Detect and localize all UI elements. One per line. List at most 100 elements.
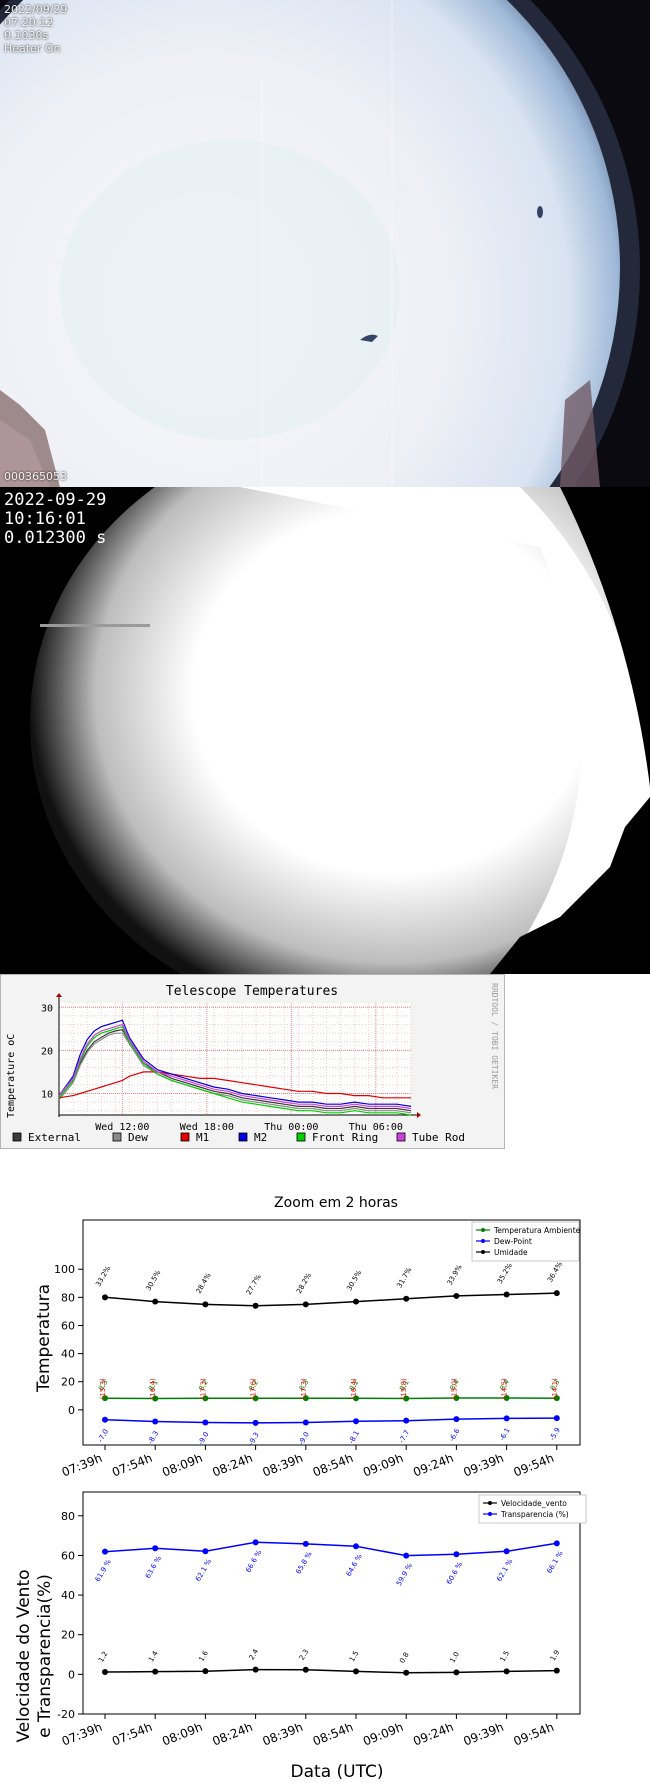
zoom-bottom-xtick-label: 07:54h: [110, 1720, 154, 1749]
zoom-bottom-data-label-velocidade-vento: 1.2: [97, 1650, 109, 1664]
zoom-bottom-data-label-velocidade-vento: 1.5: [348, 1650, 360, 1664]
temps-ytick-label: 10: [41, 1089, 53, 1100]
zoom-bottom-xtick-label: 09:24h: [411, 1720, 455, 1749]
zoom-top-xtick-label: 09:39h: [461, 1451, 505, 1480]
temps-xtick-label: Thu 00:00: [264, 1122, 318, 1133]
zoom-bottom-point-transparencia: [453, 1551, 460, 1558]
zoom-bottom-data-label-velocidade-vento: 1.9: [549, 1649, 561, 1663]
cam2-time: 10:16:01: [4, 509, 86, 529]
zoom-bottom-data-label-velocidade-vento: 2.3: [298, 1648, 310, 1662]
temps-legend-swatch-tube-rod: [396, 1132, 406, 1142]
zoom-top-data-label-dew-point: -9.3: [247, 1431, 261, 1447]
temps-legend-label-m2: M2: [254, 1131, 267, 1144]
cam1-time: 07:20:12: [4, 16, 54, 29]
cam1-frame-id: 000365053: [4, 470, 67, 483]
temps-legend-swatch-m1: [180, 1132, 190, 1142]
zoom-bottom-ylabel-line2: e Transparencia(%): [35, 1574, 55, 1738]
cam2-exposure: 0.012300 s: [4, 528, 107, 548]
zoom-bottom-line-transparencia: [104, 1541, 557, 1557]
zoom-top-paren-label: (14.5): [501, 1378, 509, 1399]
zoom-top-point-umidade: [503, 1291, 510, 1298]
zoom-top-ytick-label: 20: [61, 1376, 75, 1389]
zoom-bottom-legend-label-velocidade-vento: Velocidade_vento: [501, 1499, 567, 1508]
zoom-bottom-ytick-label: 60: [61, 1549, 75, 1562]
zoom-bottom-data-label-transparencia: 65.8 %: [294, 1550, 313, 1575]
zoom-top-xtick-label: 08:39h: [261, 1451, 305, 1480]
zoom-bottom-point-velocidade-vento: [252, 1666, 259, 1673]
telescope-temperatures-svg: Telescope Temperatures Temperature oC RR…: [6, 983, 499, 1144]
zoom-bottom-data-label-velocidade-vento: 2.4: [248, 1647, 261, 1661]
zoom-top-point-dew-point: [202, 1419, 209, 1426]
zoom-top-data-label-dew-point: -5.9: [548, 1426, 562, 1442]
allsky-image-2-graphic: [0, 487, 650, 974]
zoom-bottom-data-label-transparencia: 59.9 %: [395, 1562, 414, 1587]
temps-xtick-label: Thu 06:00: [349, 1122, 403, 1133]
zoom-top-point-temperatura-ambiente: [353, 1395, 359, 1402]
temps-legend-label-m1: M1: [196, 1131, 209, 1144]
temps-title: Telescope Temperatures: [166, 984, 338, 999]
zoom-bottom-data-label-velocidade-vento: 1.4: [147, 1649, 160, 1663]
zoom-bottom-point-transparencia: [503, 1548, 510, 1555]
zoom-top-point-umidade: [302, 1301, 309, 1308]
zoom-2-hours-figure: Zoom em 2 horas Temperatura Velocidade d…: [0, 1158, 650, 1783]
temps-ytick-label: 20: [41, 1046, 53, 1057]
zoom-top-point-dew-point: [302, 1419, 309, 1426]
zoom-bottom-data-label-transparencia: 64.6 %: [345, 1552, 364, 1577]
temps-legend-label-dew: Dew: [128, 1131, 148, 1144]
zoom-top-data-label-umidade: 31.7%: [395, 1266, 413, 1290]
zoom-top-point-umidade: [202, 1301, 209, 1308]
zoom-top-line-dew-point: [104, 1417, 557, 1424]
zoom-top-paren-label: (15.0): [450, 1378, 458, 1399]
zoom-top-legend-marker-temperatura-ambiente: [481, 1228, 485, 1232]
temps-legend-label-external: External: [28, 1131, 81, 1144]
zoom-top-point-temperatura-ambiente: [503, 1395, 510, 1402]
zoom-bottom-point-velocidade-vento: [503, 1668, 510, 1675]
zoom-bottom-line-velocidade-vento: [104, 1668, 557, 1674]
zoom-bottom-xtick-label: 08:09h: [160, 1720, 204, 1749]
zoom-top-point-temperatura-ambiente: [453, 1395, 460, 1402]
zoom-top-paren-label: (16.4): [350, 1378, 358, 1399]
zoom-top-legend-marker-dew-point: [481, 1239, 485, 1243]
zoom-top-data-label-dew-point: -9.0: [297, 1431, 311, 1447]
zoom-bottom-xtick-label: 09:39h: [461, 1720, 505, 1749]
temps-series-line-tube-rod: [58, 1023, 412, 1110]
zoom-top-paren-label: (15.3): [99, 1378, 107, 1399]
zoom-bottom-point-velocidade-vento: [302, 1666, 309, 1673]
zoom-top-xtick-label: 07:54h: [110, 1451, 154, 1480]
zoom-bottom-point-velocidade-vento: [403, 1669, 410, 1676]
zoom-bottom-point-transparencia: [102, 1548, 108, 1555]
temps-x-axis-arrow: [417, 1112, 421, 1118]
zoom-top-point-umidade: [102, 1294, 108, 1301]
temps-series-line-external: [58, 1029, 412, 1112]
zoom-top-paren-label: (17.3): [300, 1378, 308, 1399]
zoom-top-data-label-umidade: 33.2%: [94, 1264, 112, 1288]
zoom-bottom-xtick-label: 08:24h: [210, 1720, 254, 1749]
zoom-top-data-label-umidade: 36.4%: [546, 1260, 564, 1284]
cam1-exposure: 0.1030s: [4, 29, 49, 42]
zoom-top-data-label-dew-point: -6.1: [498, 1427, 512, 1443]
zoom-top-frame: [82, 1219, 581, 1446]
zoom-top-point-dew-point: [503, 1415, 510, 1422]
zoom-top-point-temperatura-ambiente: [152, 1395, 159, 1402]
zoom-bottom-legend-marker-velocidade-vento: [488, 1501, 492, 1505]
zoom-top-data-label-dew-point: -8.1: [347, 1429, 361, 1445]
temps-series-line-m2: [58, 1019, 412, 1107]
zoom-top-ytick-label: 0: [68, 1404, 75, 1417]
zoom-top-line-umidade: [104, 1292, 557, 1307]
temps-xtick-label: Wed 12:00: [95, 1122, 149, 1133]
temps-legend-swatch-m2: [238, 1132, 248, 1142]
temps-y-axis-arrow: [56, 993, 62, 997]
zoom-top-ytick-label: 100: [54, 1263, 75, 1276]
zoom-top-line-temperatura-ambiente: [104, 1397, 557, 1400]
zoom-bottom-data-label-transparencia: 66.1 %: [545, 1549, 564, 1574]
zoom-bottom-point-transparencia: [252, 1539, 259, 1546]
zoom-bottom-data-label-transparencia: 62.1 %: [194, 1557, 213, 1582]
zoom-top-ytick-label: 60: [61, 1319, 75, 1332]
zoom-top-xtick-label: 08:54h: [311, 1451, 355, 1480]
cam2-date: 2022-09-29: [4, 490, 107, 510]
zoom-top-paren-label: (17.3): [199, 1378, 207, 1399]
zoom-bottom-data-label-transparencia: 63.6 %: [144, 1554, 163, 1579]
temps-watermark: RRDTOOL / TOBI OETIKER: [490, 983, 499, 1089]
zoom-bottom-legend-box: [478, 1494, 587, 1524]
zoom-bottom-xtick-label: 09:54h: [512, 1720, 556, 1749]
